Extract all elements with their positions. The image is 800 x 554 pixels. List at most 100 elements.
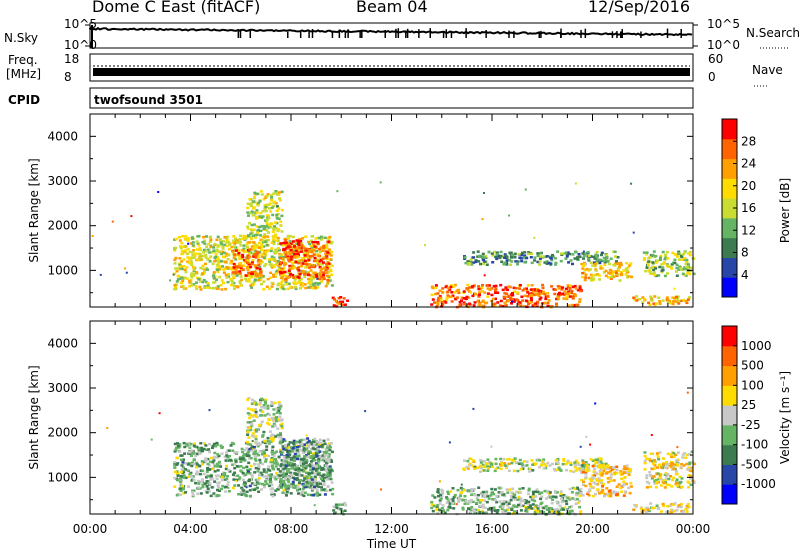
heatmap-cell	[184, 249, 187, 252]
heatmap-cell	[448, 441, 451, 444]
heatmap-cell	[276, 418, 280, 421]
heatmap-cell	[567, 510, 571, 513]
heatmap-cell	[305, 464, 308, 468]
heatmap-cell	[446, 290, 450, 293]
heatmap-cell	[215, 441, 219, 445]
heatmap-cell	[276, 229, 280, 233]
heatmap-cell	[644, 510, 648, 514]
heatmap-cell	[492, 506, 496, 509]
heatmap-cell	[534, 504, 538, 507]
heatmap-cell	[195, 240, 199, 243]
heatmap-cell	[179, 489, 183, 492]
heatmap-cell	[572, 292, 576, 296]
y-tick-label: 4000	[47, 129, 78, 143]
heatmap-cell	[540, 460, 544, 463]
heatmap-cell	[246, 407, 250, 410]
heatmap-cell	[325, 465, 329, 468]
heatmap-cell	[299, 462, 303, 466]
heatmap-cell	[654, 486, 658, 489]
heatmap-cell	[191, 250, 195, 254]
heatmap-cell	[510, 302, 513, 305]
heatmap-cell	[472, 256, 476, 259]
heatmap-cell	[505, 263, 509, 266]
heatmap-cell	[222, 260, 226, 263]
heatmap-cell	[322, 245, 325, 248]
heatmap-cell	[91, 235, 94, 237]
heatmap-cell	[233, 451, 237, 455]
heatmap-cell	[312, 284, 316, 287]
heatmap-cell	[256, 260, 260, 263]
heatmap-cell	[237, 249, 241, 252]
heatmap-cell	[502, 493, 506, 496]
heatmap-cell	[600, 479, 604, 482]
heatmap-cell	[249, 203, 253, 206]
heatmap-cell	[272, 467, 276, 471]
heatmap-cell	[244, 250, 248, 253]
heatmap-cell	[687, 466, 691, 470]
heatmap-cell	[290, 463, 294, 467]
heatmap-cell	[512, 493, 516, 496]
heatmap-cell	[259, 269, 263, 272]
heatmap-cell	[197, 450, 200, 453]
heatmap-cell	[230, 268, 234, 271]
heatmap-cell	[654, 261, 658, 264]
heatmap-cell	[301, 460, 305, 464]
heatmap-cell	[439, 299, 443, 302]
heatmap-cell	[219, 283, 223, 287]
heatmap-cell	[517, 253, 521, 256]
heatmap-cell	[263, 208, 267, 212]
heatmap-cell	[466, 288, 470, 292]
heatmap-cell	[282, 458, 286, 461]
heatmap-cell	[189, 242, 193, 245]
heatmap-cell	[624, 482, 628, 486]
heatmap-cell	[647, 301, 651, 305]
heatmap-cell	[315, 440, 319, 444]
heatmap-cell	[233, 287, 236, 290]
heatmap-cell	[507, 506, 511, 509]
heatmap-cell	[380, 488, 382, 491]
heatmap-cell	[657, 296, 661, 299]
heatmap-cell	[527, 500, 531, 504]
heatmap-cell	[203, 286, 207, 289]
heatmap-cell	[439, 497, 443, 501]
heatmap-cell	[587, 469, 591, 472]
heatmap-cell	[583, 261, 586, 265]
heatmap-cell	[254, 455, 258, 458]
heatmap-cell	[259, 190, 263, 193]
heatmap-cell	[214, 445, 218, 448]
heatmap-cell	[433, 496, 437, 499]
heatmap-cell	[125, 271, 128, 274]
heatmap-cell	[496, 509, 500, 512]
heatmap-cell	[247, 263, 251, 267]
heatmap-cell	[275, 269, 279, 273]
heatmap-cell	[525, 289, 529, 292]
heatmap-cell	[599, 267, 603, 270]
heatmap-cell	[177, 236, 181, 239]
heatmap-cell	[661, 478, 665, 482]
heatmap-cell	[254, 274, 258, 278]
heatmap-cell	[204, 256, 208, 259]
heatmap-cell	[683, 251, 687, 254]
heatmap-cell	[261, 410, 265, 414]
heatmap-cell	[432, 504, 436, 508]
heatmap-cell	[212, 249, 216, 252]
heatmap-cell	[202, 251, 205, 254]
heatmap-cell	[597, 477, 601, 480]
heatmap-cell	[305, 447, 309, 450]
heatmap-cell	[260, 243, 264, 246]
heatmap-cell	[192, 266, 196, 269]
heatmap-cell	[291, 447, 295, 450]
heatmap-cell	[309, 283, 313, 286]
heatmap-cell	[495, 257, 499, 260]
heatmap-cell	[624, 273, 628, 276]
heatmap-cell	[510, 260, 514, 263]
colorbar-tick-label: 24	[741, 157, 756, 171]
heatmap-cell	[496, 466, 500, 469]
heatmap-cell	[218, 260, 222, 263]
heatmap-cell	[453, 283, 457, 287]
heatmap-cell	[327, 467, 331, 470]
heatmap-cell	[689, 483, 693, 486]
heatmap-cell	[191, 493, 195, 497]
heatmap-cell	[294, 249, 298, 253]
heatmap-cell	[562, 494, 566, 497]
